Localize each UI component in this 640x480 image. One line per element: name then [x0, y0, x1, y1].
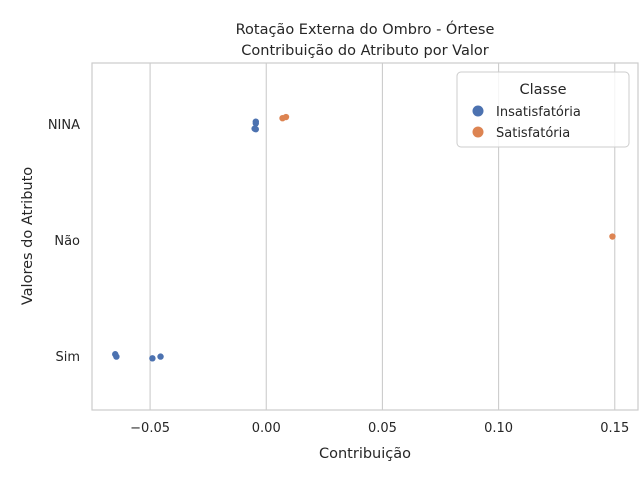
legend-marker: [472, 126, 484, 138]
legend-box: [456, 71, 630, 148]
y-tick-label: Sim: [55, 350, 80, 365]
legend-label: Insatisfatória: [496, 105, 581, 120]
legend-label: Satisfatória: [496, 126, 570, 141]
x-tick-label: 0.05: [368, 421, 397, 436]
legend-marker: [472, 105, 484, 117]
y-tick-label: NINA: [48, 118, 80, 133]
y-axis-ticks: NINA Não Sim: [48, 118, 80, 365]
x-tick-label: 0.10: [484, 421, 513, 436]
data-point: [252, 120, 259, 127]
data-point: [113, 353, 120, 360]
plot-frame: [91, 62, 639, 411]
data-point: [609, 233, 616, 240]
data-point: [149, 355, 156, 362]
legend: Classe Insatisfatória Satisfatória: [456, 71, 630, 148]
x-tick-label: 0.15: [600, 421, 629, 436]
legend-title: Classe: [519, 82, 566, 98]
x-tick-label: −0.05: [130, 421, 170, 436]
x-axis-label: Contribuição: [319, 446, 411, 462]
y-axis-label: Valores do Atributo: [20, 167, 36, 305]
chart-title-line-1: Rotação Externa do Ombro - Órtese: [236, 20, 495, 38]
chart-title-line-2: Contribuição do Atributo por Valor: [241, 43, 488, 59]
data-point: [252, 126, 259, 133]
data-point: [157, 353, 164, 360]
y-tick-label: Não: [54, 234, 80, 249]
x-tick-label: 0.00: [252, 421, 281, 436]
x-axis-ticks: −0.05 0.00 0.05 0.10 0.15: [130, 421, 629, 436]
data-point: [279, 115, 286, 122]
data-points: [112, 113, 616, 362]
